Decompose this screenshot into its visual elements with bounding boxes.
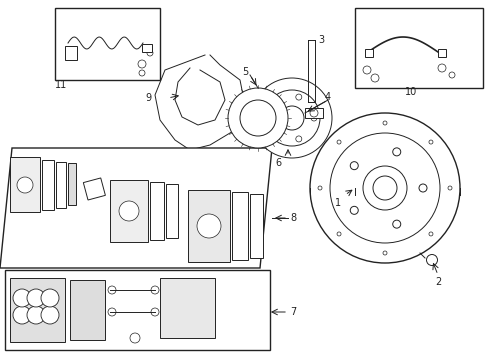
Circle shape: [139, 70, 145, 76]
Circle shape: [151, 286, 159, 294]
Circle shape: [108, 286, 116, 294]
Circle shape: [448, 72, 454, 78]
Circle shape: [227, 88, 287, 148]
Circle shape: [372, 176, 396, 200]
Text: 7: 7: [289, 307, 296, 317]
Text: 6: 6: [274, 158, 281, 168]
Bar: [305, 108, 323, 118]
Bar: [187, 190, 229, 262]
Circle shape: [264, 90, 319, 146]
Bar: [65, 46, 77, 60]
Circle shape: [197, 214, 221, 238]
Circle shape: [130, 333, 140, 343]
Circle shape: [13, 289, 31, 307]
Circle shape: [41, 306, 59, 324]
Bar: [83, 178, 105, 200]
Bar: [364, 49, 372, 57]
Bar: [354, 8, 482, 88]
Circle shape: [382, 121, 386, 125]
Circle shape: [349, 206, 358, 214]
Bar: [10, 157, 40, 212]
Bar: [10, 278, 65, 342]
Circle shape: [17, 177, 33, 193]
Bar: [160, 278, 215, 338]
Circle shape: [67, 49, 75, 57]
Circle shape: [418, 184, 426, 192]
Bar: [437, 49, 445, 57]
Circle shape: [271, 102, 277, 108]
Text: 11: 11: [55, 80, 67, 90]
Bar: [142, 44, 152, 52]
Text: 1: 1: [334, 198, 341, 208]
Text: 9: 9: [145, 93, 151, 103]
Bar: [150, 182, 163, 240]
Circle shape: [309, 109, 317, 117]
Circle shape: [447, 186, 451, 190]
Circle shape: [309, 113, 459, 263]
Circle shape: [27, 306, 45, 324]
Circle shape: [428, 140, 432, 144]
Circle shape: [295, 136, 301, 142]
Circle shape: [271, 128, 277, 134]
Bar: [55, 8, 160, 80]
Circle shape: [336, 140, 340, 144]
Circle shape: [295, 94, 301, 100]
Circle shape: [251, 78, 331, 158]
Text: 10: 10: [404, 87, 416, 97]
Bar: [70, 280, 105, 340]
Circle shape: [336, 232, 340, 236]
Circle shape: [147, 50, 153, 56]
Circle shape: [27, 289, 45, 307]
Circle shape: [108, 308, 116, 316]
Circle shape: [329, 133, 439, 243]
Circle shape: [362, 166, 406, 210]
Circle shape: [119, 201, 139, 221]
Circle shape: [392, 148, 400, 156]
Circle shape: [349, 162, 358, 170]
Text: 5: 5: [242, 67, 248, 77]
Circle shape: [151, 308, 159, 316]
Bar: [5, 270, 269, 350]
Text: 8: 8: [289, 213, 296, 223]
Circle shape: [280, 106, 304, 130]
Circle shape: [370, 74, 378, 82]
Circle shape: [392, 220, 400, 228]
Circle shape: [317, 186, 321, 190]
Circle shape: [138, 60, 146, 68]
Text: 3: 3: [317, 35, 324, 45]
Bar: [231, 192, 247, 260]
Bar: [68, 163, 76, 205]
Circle shape: [437, 64, 445, 72]
Circle shape: [310, 115, 316, 121]
Circle shape: [240, 100, 275, 136]
Circle shape: [362, 66, 370, 74]
Circle shape: [41, 289, 59, 307]
Circle shape: [13, 306, 31, 324]
Bar: [165, 184, 178, 238]
Circle shape: [428, 232, 432, 236]
Bar: [110, 180, 148, 242]
Text: 4: 4: [325, 92, 330, 102]
Bar: [249, 194, 263, 258]
Bar: [56, 162, 66, 208]
Circle shape: [426, 255, 437, 266]
Polygon shape: [0, 148, 271, 268]
Text: 2: 2: [434, 277, 440, 287]
Circle shape: [382, 251, 386, 255]
Bar: [42, 160, 54, 210]
